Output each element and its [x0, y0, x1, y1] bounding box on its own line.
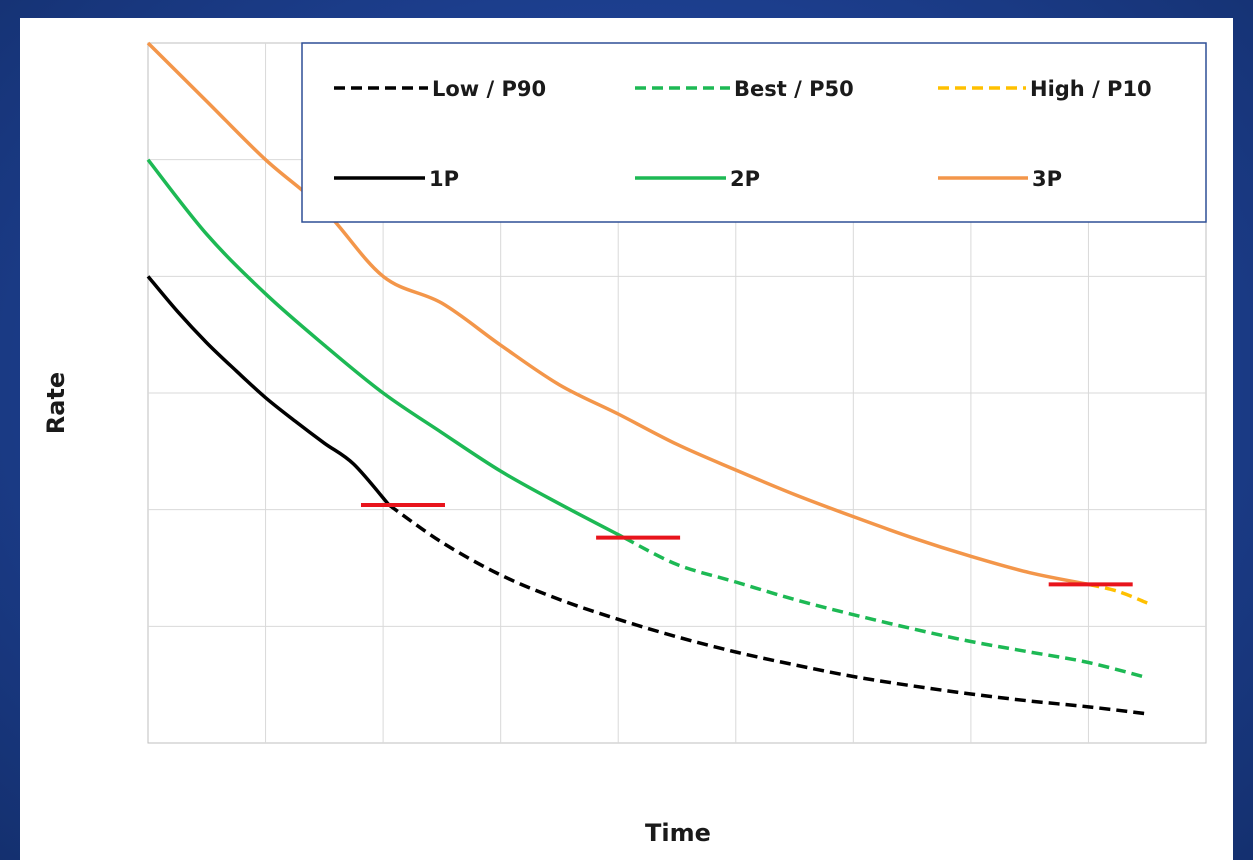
- series-line-2p: [146, 158, 625, 540]
- series-line-low-p90: [387, 503, 1148, 716]
- y-axis-label: Rate: [42, 372, 70, 434]
- chart-panel: Rate Time Low / P90 Best / P50 High / P1…: [20, 18, 1233, 860]
- legend-label-1p: 1P: [429, 167, 459, 191]
- series-line-3p: [146, 41, 1089, 587]
- x-axis-label: Time: [645, 819, 711, 847]
- legend: Low / P90 Best / P50 High / P10 1P 2P 3P: [301, 42, 1207, 223]
- legend-label-3p: 3P: [1032, 167, 1062, 191]
- series-line-best-p50: [623, 536, 1148, 680]
- decline-curve-chart: Rate Time Low / P90 Best / P50 High / P1…: [42, 41, 1207, 847]
- series-line-1p: [146, 275, 391, 507]
- threshold-markers: [360, 503, 1133, 587]
- legend-label-2p: 2P: [730, 167, 760, 191]
- legend-label-best-p50: Best / P50: [734, 77, 854, 101]
- legend-label-high-p10: High / P10: [1030, 77, 1152, 101]
- legend-box: [301, 42, 1207, 223]
- legend-label-low-p90: Low / P90: [432, 77, 546, 101]
